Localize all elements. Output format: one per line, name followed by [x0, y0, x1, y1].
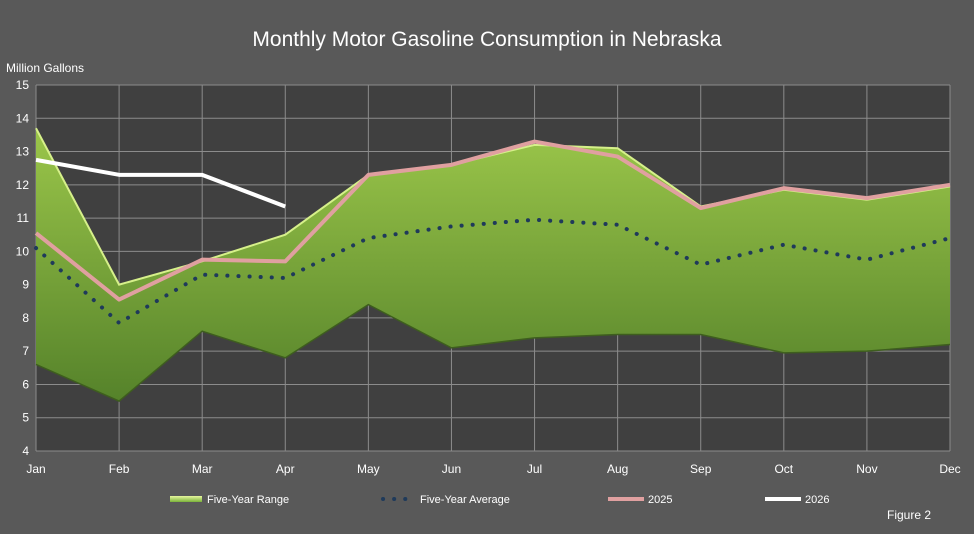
y-tick-label: 11 — [17, 211, 30, 225]
y-tick-label: 9 — [22, 278, 29, 292]
y-tick-label: 4 — [22, 444, 29, 458]
x-tick-label: Jan — [26, 462, 45, 476]
series-line-2025 — [34, 139, 951, 302]
x-tick-label: Mar — [192, 462, 213, 476]
legend-label-five-year-range: Five-Year Range — [207, 494, 289, 506]
y-tick-label: 13 — [16, 145, 30, 159]
series-line-2026 — [35, 157, 286, 209]
five-year-range-area — [36, 128, 950, 402]
x-tick-label: Oct — [774, 462, 793, 476]
x-tick-label: Jun — [442, 462, 461, 476]
x-tick-label: Dec — [939, 462, 960, 476]
y-tick-label: 6 — [22, 377, 29, 391]
x-tick-label: Apr — [276, 462, 295, 476]
y-tick-label: 7 — [22, 344, 29, 358]
legend-label-five-year-average: Five-Year Average — [420, 494, 510, 506]
x-tick-label: May — [357, 462, 380, 476]
y-tick-label: 14 — [16, 111, 30, 125]
legend-swatch-five-year-range — [170, 496, 202, 502]
y-tick-label: 15 — [16, 78, 30, 92]
chart-title: Monthly Motor Gasoline Consumption in Ne… — [252, 28, 722, 51]
x-tick-label: Nov — [856, 462, 877, 476]
y-tick-label: 8 — [22, 311, 29, 325]
x-tick-label: Feb — [109, 462, 130, 476]
y-tick-label: 10 — [16, 244, 30, 258]
legend-label-2025: 2025 — [648, 494, 672, 506]
series-layer — [34, 127, 952, 402]
five-year-range-low-edge — [35, 303, 951, 402]
y-tick-label: 12 — [16, 178, 30, 192]
x-tick-label: Sep — [690, 462, 712, 476]
legend: Five-Year Range Five-Year Average 2025 2026 — [170, 494, 829, 506]
legend-label-2026: 2026 — [805, 494, 829, 506]
x-tick-label: Aug — [607, 462, 628, 476]
series-line-five-year-average — [34, 217, 952, 326]
y-tick-label: 5 — [22, 411, 29, 425]
x-tick-label: Jul — [527, 462, 542, 476]
figure-label: Figure 2 — [887, 508, 932, 522]
y-axis-label: Million Gallons — [6, 61, 85, 75]
axis-labels: 4 5 6 7 8 9 10 11 12 13 14 15 Jan Feb Mar Apr May Jun Jul A… — [16, 78, 961, 476]
